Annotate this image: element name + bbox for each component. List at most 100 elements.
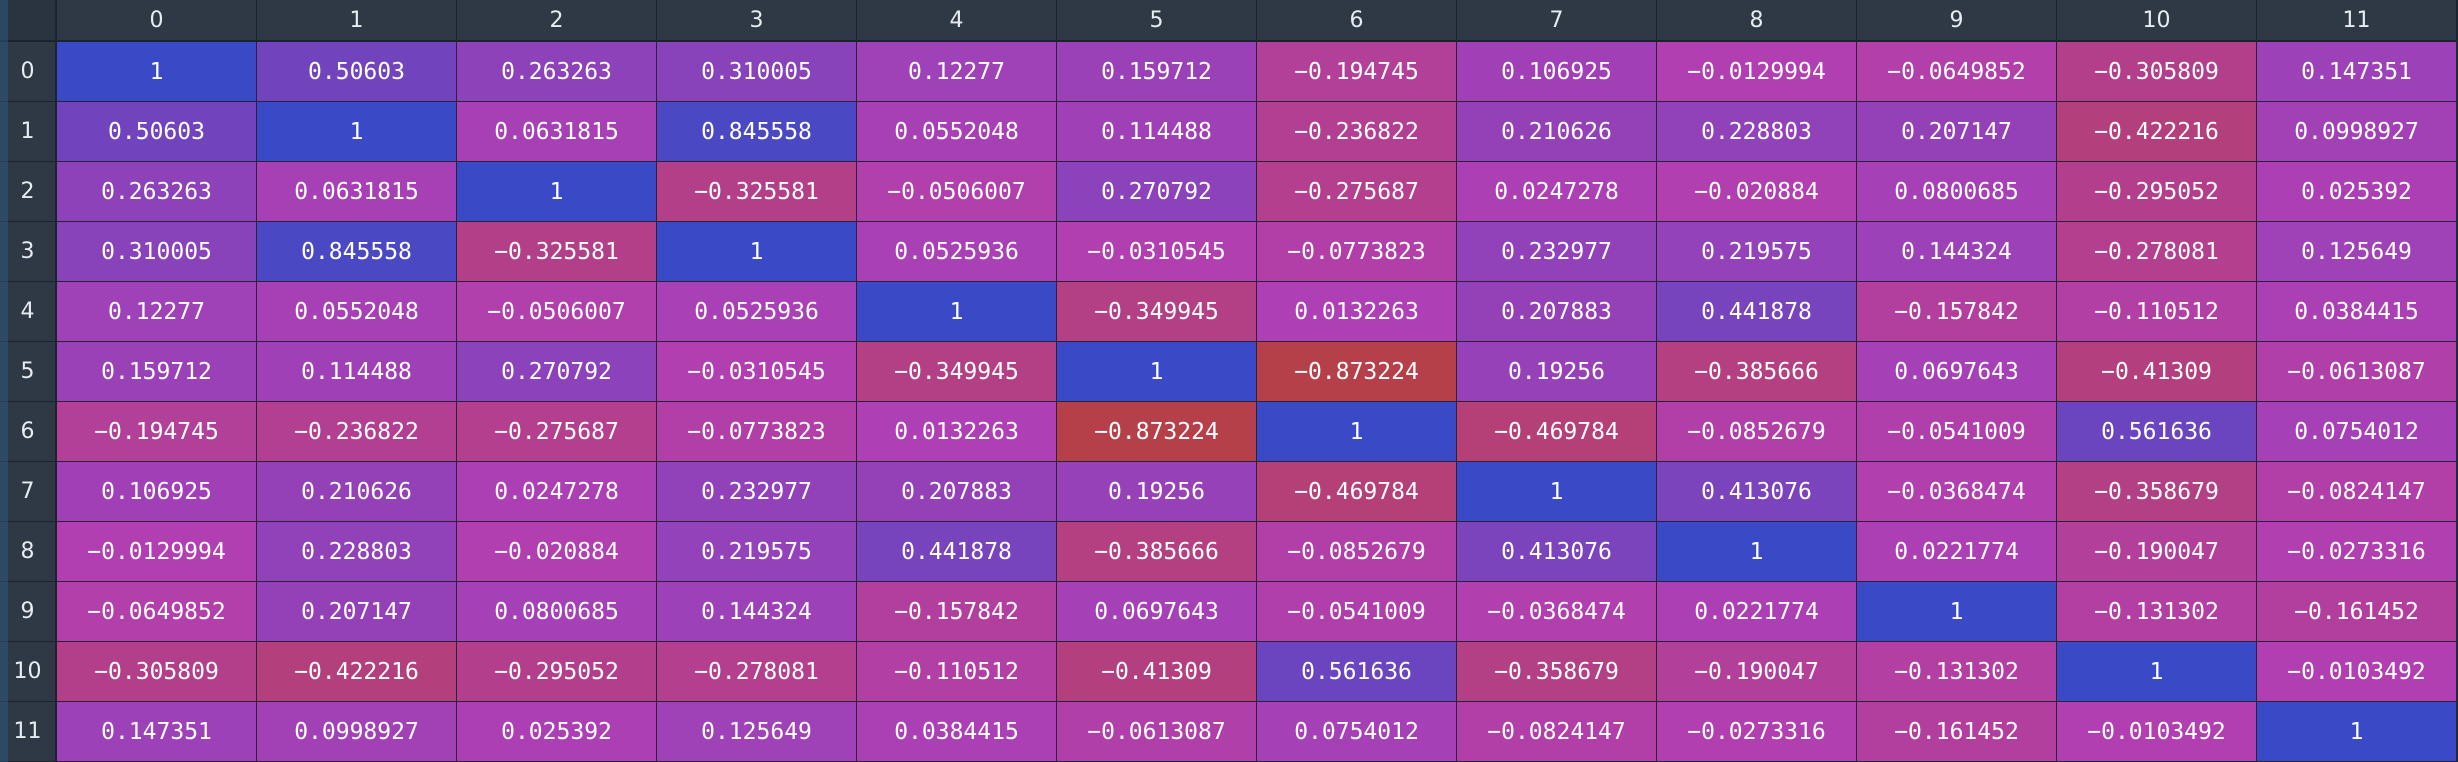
table-cell[interactable]: 1	[57, 42, 257, 102]
table-cell[interactable]: 1	[1857, 582, 2057, 642]
table-cell[interactable]: −0.422216	[257, 642, 457, 702]
table-cell[interactable]: 0.0800685	[1857, 162, 2057, 222]
row-header[interactable]: 0	[0, 42, 57, 102]
table-cell[interactable]: −0.020884	[457, 522, 657, 582]
table-cell[interactable]: 0.50603	[57, 102, 257, 162]
table-cell[interactable]: −0.0368474	[1457, 582, 1657, 642]
table-cell[interactable]: 1	[1257, 402, 1457, 462]
table-cell[interactable]: 0.125649	[657, 702, 857, 762]
column-header[interactable]: 2	[457, 0, 657, 42]
table-cell[interactable]: 0.228803	[257, 522, 457, 582]
table-cell[interactable]: −0.325581	[657, 162, 857, 222]
table-cell[interactable]: −0.0368474	[1857, 462, 2057, 522]
column-header[interactable]: 10	[2057, 0, 2257, 42]
column-header[interactable]: 6	[1257, 0, 1457, 42]
table-cell[interactable]: 0.19256	[1057, 462, 1257, 522]
table-cell[interactable]: 0.263263	[57, 162, 257, 222]
table-cell[interactable]: 0.210626	[1457, 102, 1657, 162]
table-cell[interactable]: 0.0697643	[1057, 582, 1257, 642]
table-cell[interactable]: −0.190047	[1657, 642, 1857, 702]
table-cell[interactable]: 0.0754012	[2257, 402, 2457, 462]
table-cell[interactable]: 0.441878	[857, 522, 1057, 582]
table-cell[interactable]: −0.0852679	[1657, 402, 1857, 462]
table-cell[interactable]: 0.025392	[457, 702, 657, 762]
table-cell[interactable]: −0.0129994	[1657, 42, 1857, 102]
row-header[interactable]: 4	[0, 282, 57, 342]
table-cell[interactable]: −0.194745	[1257, 42, 1457, 102]
table-cell[interactable]: −0.873224	[1057, 402, 1257, 462]
table-cell[interactable]: 0.0525936	[857, 222, 1057, 282]
table-cell[interactable]: 0.207147	[257, 582, 457, 642]
table-cell[interactable]: −0.131302	[1857, 642, 2057, 702]
row-header[interactable]: 10	[0, 642, 57, 702]
table-cell[interactable]: 0.270792	[457, 342, 657, 402]
table-cell[interactable]: 0.0525936	[657, 282, 857, 342]
table-cell[interactable]: −0.325581	[457, 222, 657, 282]
table-cell[interactable]: −0.0773823	[657, 402, 857, 462]
table-cell[interactable]: −0.873224	[1257, 342, 1457, 402]
row-header[interactable]: 11	[0, 702, 57, 762]
table-cell[interactable]: 0.561636	[2057, 402, 2257, 462]
table-cell[interactable]: 0.207147	[1857, 102, 2057, 162]
table-cell[interactable]: 0.106925	[57, 462, 257, 522]
table-cell[interactable]: 0.219575	[657, 522, 857, 582]
table-cell[interactable]: 0.0384415	[857, 702, 1057, 762]
table-cell[interactable]: −0.0273316	[2257, 522, 2457, 582]
table-cell[interactable]: 0.0552048	[257, 282, 457, 342]
table-cell[interactable]: −0.0273316	[1657, 702, 1857, 762]
table-cell[interactable]: −0.305809	[57, 642, 257, 702]
row-header[interactable]: 3	[0, 222, 57, 282]
table-cell[interactable]: 0.0132263	[1257, 282, 1457, 342]
scrollbar-left-edge[interactable]	[0, 0, 8, 762]
table-cell[interactable]: −0.0506007	[857, 162, 1057, 222]
table-cell[interactable]: 0.310005	[657, 42, 857, 102]
table-cell[interactable]: 0.12277	[57, 282, 257, 342]
table-cell[interactable]: −0.157842	[857, 582, 1057, 642]
table-cell[interactable]: −0.0613087	[2257, 342, 2457, 402]
table-cell[interactable]: 1	[2257, 702, 2457, 762]
table-cell[interactable]: 0.12277	[857, 42, 1057, 102]
table-cell[interactable]: −0.275687	[1257, 162, 1457, 222]
table-cell[interactable]: 0.0132263	[857, 402, 1057, 462]
table-cell[interactable]: −0.236822	[257, 402, 457, 462]
table-cell[interactable]: −0.0129994	[57, 522, 257, 582]
table-cell[interactable]: −0.275687	[457, 402, 657, 462]
table-cell[interactable]: −0.020884	[1657, 162, 1857, 222]
table-cell[interactable]: −0.349945	[857, 342, 1057, 402]
table-cell[interactable]: 0.232977	[657, 462, 857, 522]
table-cell[interactable]: 1	[457, 162, 657, 222]
table-cell[interactable]: 0.159712	[1057, 42, 1257, 102]
table-cell[interactable]: 0.147351	[2257, 42, 2457, 102]
table-cell[interactable]: 1	[657, 222, 857, 282]
table-cell[interactable]: −0.0852679	[1257, 522, 1457, 582]
table-cell[interactable]: 0.0384415	[2257, 282, 2457, 342]
table-cell[interactable]: 0.0221774	[1657, 582, 1857, 642]
column-header[interactable]: 7	[1457, 0, 1657, 42]
table-cell[interactable]: −0.295052	[457, 642, 657, 702]
table-cell[interactable]: 1	[1657, 522, 1857, 582]
row-header[interactable]: 2	[0, 162, 57, 222]
table-cell[interactable]: −0.278081	[657, 642, 857, 702]
table-cell[interactable]: 0.144324	[1857, 222, 2057, 282]
table-cell[interactable]: 0.0552048	[857, 102, 1057, 162]
table-cell[interactable]: 0.207883	[1457, 282, 1657, 342]
table-cell[interactable]: −0.236822	[1257, 102, 1457, 162]
row-header[interactable]: 6	[0, 402, 57, 462]
table-cell[interactable]: −0.0103492	[2057, 702, 2257, 762]
table-cell[interactable]: 0.0221774	[1857, 522, 2057, 582]
table-cell[interactable]: −0.131302	[2057, 582, 2257, 642]
table-cell[interactable]: −0.0649852	[57, 582, 257, 642]
table-cell[interactable]: 0.310005	[57, 222, 257, 282]
row-header[interactable]: 9	[0, 582, 57, 642]
table-cell[interactable]: −0.110512	[2057, 282, 2257, 342]
table-cell[interactable]: −0.358679	[2057, 462, 2257, 522]
table-cell[interactable]: 0.0998927	[257, 702, 457, 762]
table-cell[interactable]: 0.413076	[1457, 522, 1657, 582]
table-cell[interactable]: −0.0103492	[2257, 642, 2457, 702]
row-header[interactable]: 8	[0, 522, 57, 582]
table-cell[interactable]: −0.278081	[2057, 222, 2257, 282]
table-cell[interactable]: −0.41309	[1057, 642, 1257, 702]
table-cell[interactable]: 0.19256	[1457, 342, 1657, 402]
table-cell[interactable]: 0.0631815	[457, 102, 657, 162]
table-cell[interactable]: 1	[857, 282, 1057, 342]
